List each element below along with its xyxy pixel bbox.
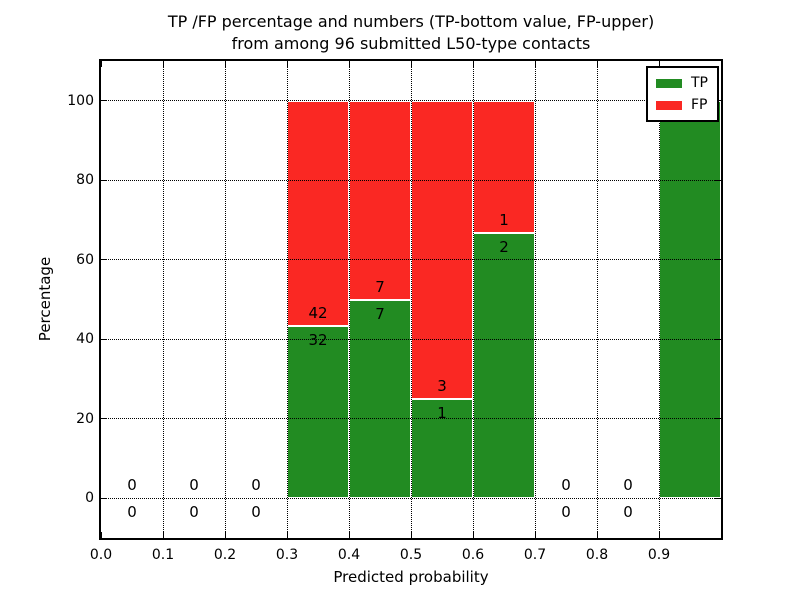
v-gridline <box>224 61 226 538</box>
x-tick-mark <box>224 61 226 67</box>
tp-count-label: 7 <box>375 304 385 323</box>
chart-title: TP /FP percentage and numbers (TP-bottom… <box>101 11 721 55</box>
tp-count-label: 0 <box>251 503 261 522</box>
y-tick-mark <box>715 338 721 340</box>
y-tick-mark <box>101 100 107 102</box>
tp-count-label: 0 <box>127 503 137 522</box>
legend-item-tp: TP <box>656 72 708 94</box>
x-tick-label: 0.9 <box>647 547 671 563</box>
x-tick-mark <box>658 61 660 67</box>
plot-area: TP FP 000000423277311200001 <box>99 59 723 540</box>
x-tick-mark <box>224 532 226 538</box>
x-tick-mark <box>534 61 536 67</box>
x-tick-mark <box>348 532 350 538</box>
y-tick-mark <box>715 497 721 499</box>
fp-count-label: 0 <box>251 476 261 495</box>
tp-count-label: 32 <box>308 331 328 350</box>
x-tick-mark <box>596 532 598 538</box>
x-tick-label: 0.4 <box>337 547 361 563</box>
x-tick-mark <box>348 61 350 67</box>
tp-count-label: 0 <box>623 503 633 522</box>
fp-swatch-icon <box>656 100 682 110</box>
v-gridline <box>596 61 598 538</box>
v-gridline <box>162 61 164 538</box>
x-tick-label: 0.2 <box>213 547 237 563</box>
v-gridline <box>472 61 474 538</box>
x-tick-mark <box>286 61 288 67</box>
y-tick-mark <box>101 259 107 261</box>
x-tick-mark <box>472 532 474 538</box>
tp-count-label: 0 <box>561 503 571 522</box>
v-gridline <box>348 61 350 538</box>
x-tick-mark <box>596 61 598 67</box>
y-tick-label: 20 <box>76 410 94 427</box>
v-gridline <box>410 61 412 538</box>
y-tick-label: 100 <box>67 92 94 109</box>
y-tick-mark <box>715 418 721 420</box>
x-tick-mark <box>162 61 164 67</box>
x-tick-mark <box>100 61 102 67</box>
x-tick-label: 0.7 <box>523 547 547 563</box>
legend-label-tp: TP <box>691 75 708 91</box>
fp-count-label: 3 <box>437 376 447 395</box>
fp-bar-segment <box>349 100 411 300</box>
fp-count-label: 42 <box>308 304 328 323</box>
legend: TP FP <box>646 66 719 122</box>
v-gridline <box>286 61 288 538</box>
x-tick-mark <box>162 532 164 538</box>
x-tick-mark <box>286 532 288 538</box>
fp-bar-segment <box>287 100 349 327</box>
tp-swatch-icon <box>656 78 682 88</box>
tp-count-label: 1 <box>437 403 447 422</box>
y-tick-label: 40 <box>76 331 94 348</box>
x-tick-mark <box>410 61 412 67</box>
x-tick-label: 0.1 <box>151 547 175 563</box>
chart-title-line1: TP /FP percentage and numbers (TP-bottom… <box>167 12 655 31</box>
x-tick-label: 0.5 <box>399 547 423 563</box>
legend-label-fp: FP <box>691 97 708 113</box>
tp-count-label: 0 <box>189 503 199 522</box>
fp-count-label: 0 <box>623 476 633 495</box>
x-tick-label: 0.0 <box>89 547 113 563</box>
fp-count-label: 7 <box>375 277 385 296</box>
y-tick-mark <box>101 497 107 499</box>
fp-count-label: 0 <box>189 476 199 495</box>
v-gridline <box>658 61 660 538</box>
x-tick-label: 0.6 <box>461 547 485 563</box>
tp-bar-segment <box>287 326 349 499</box>
y-tick-mark <box>715 259 721 261</box>
tp-bar-segment <box>349 299 411 499</box>
v-gridline <box>534 61 536 538</box>
y-tick-label: 0 <box>85 490 94 507</box>
tp-bar-segment <box>659 100 721 499</box>
y-axis-label: Percentage <box>36 256 54 342</box>
tp-count-label: 2 <box>499 238 509 257</box>
tp-bar-segment <box>473 233 535 499</box>
fp-count-label: 0 <box>561 476 571 495</box>
y-tick-mark <box>101 338 107 340</box>
fp-count-label: 1 <box>499 211 509 230</box>
y-tick-label: 60 <box>76 251 94 268</box>
legend-item-fp: FP <box>656 94 708 116</box>
fp-bar-segment <box>411 100 473 399</box>
x-tick-mark <box>534 532 536 538</box>
x-tick-mark <box>472 61 474 67</box>
x-tick-label: 0.8 <box>585 547 609 563</box>
x-tick-mark <box>100 532 102 538</box>
y-tick-label: 80 <box>76 172 94 189</box>
y-tick-mark <box>101 418 107 420</box>
x-tick-mark <box>410 532 412 538</box>
x-tick-mark <box>658 532 660 538</box>
chart-title-line2: from among 96 submitted L50-type contact… <box>231 34 591 53</box>
y-tick-mark <box>715 179 721 181</box>
fp-count-label: 0 <box>127 476 137 495</box>
y-tick-mark <box>101 179 107 181</box>
x-axis-label: Predicted probability <box>333 568 489 586</box>
x-tick-label: 0.3 <box>275 547 299 563</box>
